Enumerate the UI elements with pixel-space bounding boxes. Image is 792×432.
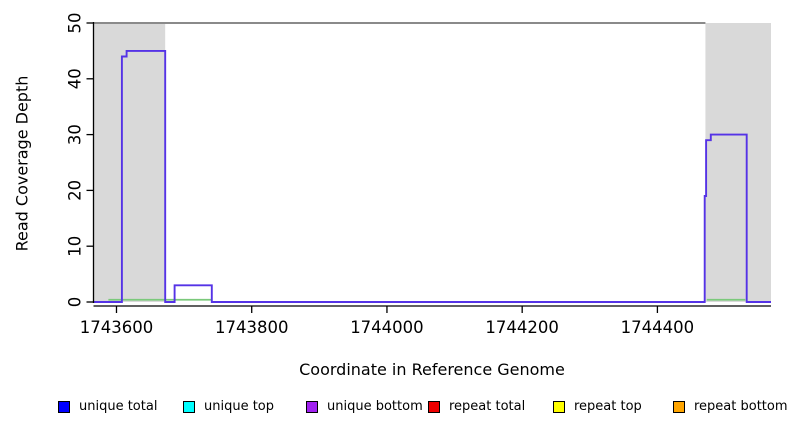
x-axis-title: Coordinate in Reference Genome (0, 360, 792, 379)
y-tick-label: 20 (66, 180, 85, 201)
x-tick-label: 1743600 (80, 318, 154, 337)
y-tick-label: 30 (66, 124, 85, 145)
plot-canvas: 1743600 1743800 1744000 1744200 1744400 0 10 20… (66, 13, 771, 337)
x-axis-title-text: Coordinate in Reference Genome (299, 360, 565, 379)
unique-bottom-swatch-icon (306, 400, 318, 413)
legend-item-repeat-bottom: repeat bottom (673, 399, 788, 414)
legend-item-unique-bottom: unique bottom (306, 399, 423, 414)
y-tick-label: 10 (66, 236, 85, 257)
legend-label: unique top (204, 399, 275, 414)
x-tick-label: 1744000 (350, 318, 424, 337)
legend-item-unique-top: unique top (183, 399, 274, 414)
legend-label: repeat bottom (694, 399, 788, 414)
repeat-top-swatch-icon (553, 400, 565, 413)
y-tick-label: 40 (66, 68, 85, 89)
legend-label: repeat top (574, 399, 642, 414)
y-axis-title-text: Read Coverage Depth (12, 75, 32, 252)
y-tick-label: 50 (66, 13, 85, 34)
legend-item-repeat-total: repeat total (428, 399, 525, 414)
unique-total-swatch-icon (58, 400, 70, 413)
y-tick-label: 0 (66, 297, 85, 308)
y-axis-title: Read Coverage Depth (13, 54, 32, 274)
repeat-total-swatch-icon (428, 400, 440, 413)
x-tick-label: 1744200 (485, 318, 559, 337)
legend-label: unique total (79, 399, 158, 414)
legend: unique total unique top unique bottom re… (0, 399, 792, 423)
unique-top-swatch-icon (183, 400, 195, 413)
coverage-step-line (93, 49, 771, 303)
repeat-bottom-swatch-icon (673, 400, 685, 413)
x-tick-label: 1743800 (215, 318, 289, 337)
legend-label: repeat total (449, 399, 526, 414)
legend-label: unique bottom (327, 399, 423, 414)
legend-item-unique-total: unique total (58, 399, 157, 414)
legend-item-repeat-top: repeat top (553, 399, 642, 414)
x-tick-label: 1744400 (621, 318, 695, 337)
repeat-region-shading (93, 23, 166, 302)
repeat-region-shading (705, 23, 771, 302)
